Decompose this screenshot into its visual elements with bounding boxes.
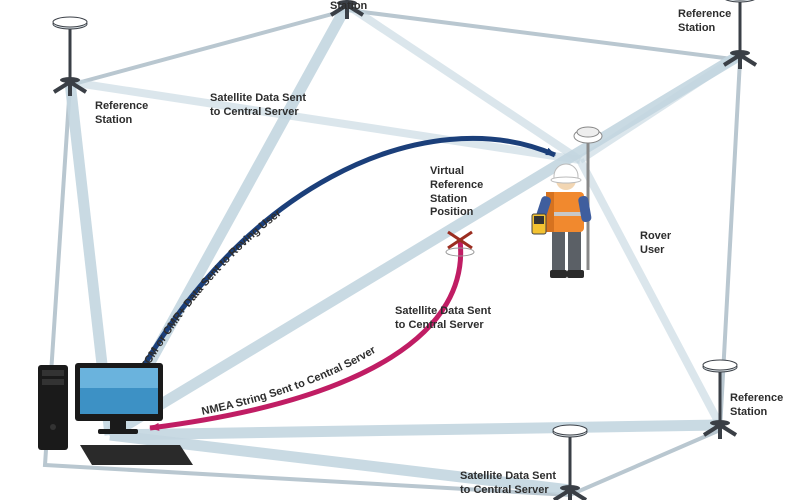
rtcm-arrow (115, 138, 555, 420)
label-sat-1: Satellite Data Sent to Central Server (210, 92, 306, 120)
central-server-computer (38, 363, 193, 465)
label-sat-2: Satellite Data Sent to Central Server (395, 305, 491, 333)
label-ref-station-1: Reference Station (95, 100, 148, 128)
sat-ray-to-server (110, 425, 720, 435)
rtcm-label: RTCM or CMR+ Data Sent to Roving User (135, 207, 285, 379)
sat-ray-to-rover (580, 160, 720, 425)
label-vrs: Virtual Reference Station Position (430, 165, 483, 220)
sat-ray-to-rover (580, 55, 740, 160)
label-rover: Rover User (640, 230, 671, 258)
label-sat-3: Satellite Data Sent to Central Server (460, 470, 556, 498)
diagram-canvas: RTCM or CMR+ Data Sent to Roving UserNME… (0, 0, 800, 500)
label-ref-station-2: Reference Station (678, 8, 731, 36)
label-station-top: Station (330, 0, 367, 14)
label-ref-station-3: Reference Station (730, 392, 783, 420)
